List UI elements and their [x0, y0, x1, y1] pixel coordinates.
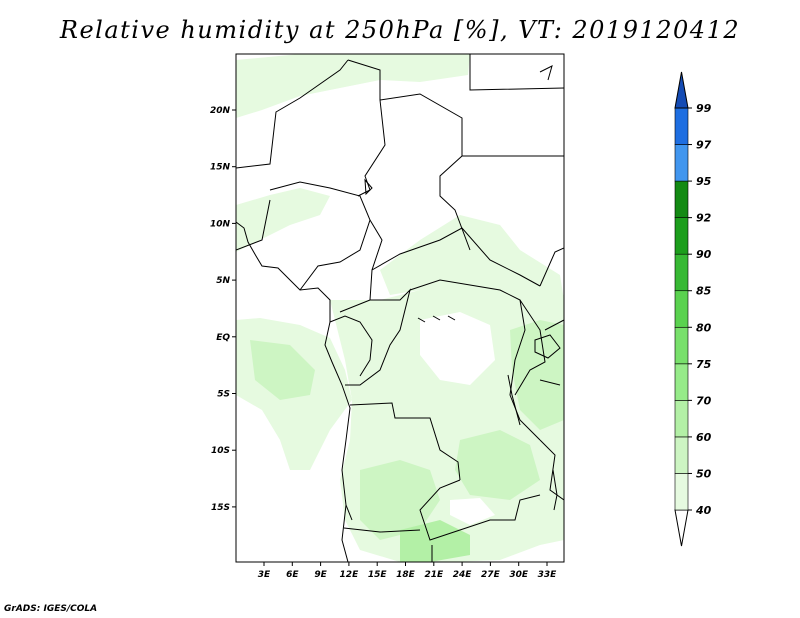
colorbar-label: 97 [696, 139, 712, 152]
grads-credit: GrADS: IGES/COLA [4, 604, 98, 614]
lon-label: 12E [340, 570, 360, 580]
humidity-patch-west-africa [236, 188, 330, 252]
humidity-fill-layer [236, 54, 564, 562]
humidity-patch-central-band [380, 215, 564, 300]
lat-label: EQ [216, 333, 230, 343]
lat-label: 20N [210, 106, 231, 116]
congo-river-marks [417, 315, 456, 323]
lon-label: 30E [509, 570, 529, 580]
colorbar-segment [674, 400, 689, 438]
border-east-2 [544, 319, 564, 331]
border-west-1 [236, 199, 271, 251]
lon-label: 21E [424, 570, 444, 580]
border-east-1 [514, 299, 546, 396]
border-namibia [343, 527, 421, 533]
lat-label: 15S [211, 503, 230, 513]
colorbar-label: 85 [696, 285, 712, 298]
border-north-3 [379, 93, 471, 251]
colorbar-segment [674, 144, 689, 182]
colorbar-label: 95 [696, 175, 712, 188]
coastline [236, 221, 351, 562]
colorbar-segment [674, 107, 689, 145]
lon-label: 18E [396, 570, 416, 580]
border-car [371, 227, 541, 287]
lake-chad [364, 178, 373, 196]
colorbar-segment [674, 473, 689, 511]
map-frame [235, 53, 565, 563]
red-sea-coast [539, 65, 553, 81]
lon-label: 3E [258, 570, 271, 580]
lake-malawi [552, 469, 558, 511]
colorbar-label: 50 [696, 467, 712, 480]
map-title: Relative humidity at 250hPa [%], VT: 201… [59, 16, 741, 44]
colorbar-bottom-arrow [674, 509, 689, 547]
lake-victoria [534, 334, 561, 359]
lat-label: 10N [210, 219, 231, 229]
border-east-4 [539, 379, 561, 386]
border-angola [349, 402, 461, 481]
colorbar: 40 50 60 70 75 80 85 90 92 95 97 99 [674, 71, 712, 547]
colorbar-segment [674, 180, 689, 218]
colorbar-segment [674, 363, 689, 401]
lat-label: 5S [217, 390, 230, 400]
longitude-labels: 3E 6E 9E 12E 15E 18E 21E 24E 27E 30E 33E [258, 562, 557, 580]
colorbar-segment [674, 253, 689, 292]
lat-label: 10S [211, 446, 230, 456]
dry-hole-central [420, 312, 495, 385]
latitude-labels: 20N 15N 10N 5N EQ 5S 10S 15S [210, 106, 236, 513]
colorbar-top-arrow [674, 71, 689, 109]
colorbar-label: 99 [696, 102, 712, 115]
lon-label: 27E [481, 570, 501, 580]
border-congo-1 [345, 288, 411, 386]
lon-label: 9E [314, 570, 327, 580]
lon-label: 33E [538, 570, 558, 580]
border-gabon [329, 315, 373, 377]
humidity-patch-zambia-dark [455, 430, 540, 500]
lat-label: 5N [216, 276, 230, 286]
colorbar-segment [674, 326, 689, 365]
lon-label: 15E [368, 570, 388, 580]
lon-label: 6E [286, 570, 299, 580]
colorbar-segment [674, 436, 689, 474]
humidity-patch-east-dark [510, 320, 564, 430]
border-north-1 [236, 59, 349, 169]
lon-label: 24E [453, 570, 473, 580]
border-cameroon [339, 219, 383, 313]
lat-label: 15N [210, 163, 231, 173]
border-zambia [419, 479, 541, 541]
colorbar-label: 75 [696, 358, 712, 371]
border-south-sudan [539, 247, 564, 287]
country-borders [236, 54, 564, 562]
humidity-patch-ocean-dark [250, 340, 315, 400]
dry-hole-south [450, 498, 495, 525]
lake-tanganyika [507, 374, 521, 426]
colorbar-label: 90 [696, 248, 712, 261]
colorbar-segment [674, 290, 689, 328]
colorbar-label: 92 [696, 212, 712, 225]
border-north-4 [469, 54, 564, 91]
colorbar-segment [674, 217, 689, 255]
colorbar-label: 40 [695, 504, 712, 517]
colorbar-label: 70 [696, 394, 712, 407]
colorbar-label: 80 [696, 321, 712, 334]
colorbar-label: 60 [696, 431, 712, 444]
humidity-patch-north [236, 54, 470, 118]
coast-southwest [345, 504, 353, 521]
humidity-patch-angola-dark [360, 460, 440, 540]
